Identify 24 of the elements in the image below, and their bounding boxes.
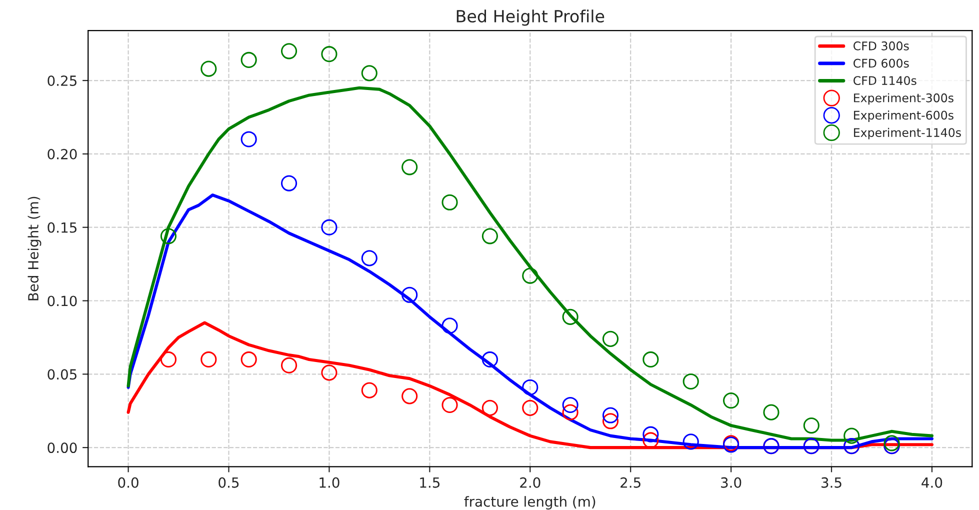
x-tick-label: 3.0 — [721, 477, 742, 488]
y-tick-label: 0.20 — [48, 148, 77, 160]
chart-title: Bed Height Profile — [456, 10, 604, 26]
x-tick-label: 1.0 — [320, 477, 340, 488]
y-tick-label: 0.00 — [48, 442, 77, 454]
x-tick-label: 0.5 — [218, 477, 239, 488]
legend-label: Experiment-300s — [854, 93, 954, 105]
legend-label: CFD 600s — [854, 58, 909, 68]
legend-label: CFD 300s — [854, 41, 909, 50]
x-tick-label: 3.5 — [822, 477, 842, 488]
x-axis-title: fracture length (m) — [464, 496, 596, 510]
legend-label: CFD 1140s — [854, 76, 916, 86]
x-tick-label: 1.5 — [420, 477, 440, 488]
y-tick-label: 0.15 — [48, 222, 76, 233]
legend-label: Experiment-600s — [854, 110, 954, 122]
x-tick-label: 4.0 — [922, 477, 942, 488]
y-tick-label: 0.25 — [48, 75, 76, 86]
x-tick-label: 0.0 — [118, 477, 138, 488]
y-axis-title: Bed Height (m) — [28, 196, 42, 300]
y-tick-label: 0.10 — [48, 296, 77, 306]
x-tick-label: 2.0 — [520, 477, 540, 488]
legend-label: Experiment-1140s — [854, 128, 961, 140]
y-tick-label: 0.05 — [48, 369, 76, 380]
x-tick-label: 2.5 — [620, 477, 640, 488]
